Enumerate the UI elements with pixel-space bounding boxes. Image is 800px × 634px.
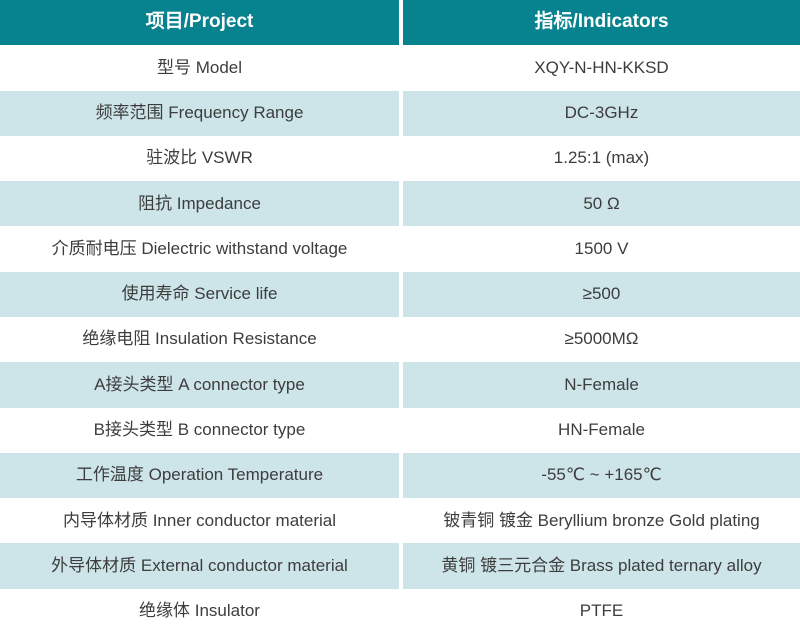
column-divider (399, 90, 403, 136)
table-row-external-conductor-material: 外导体材质 External conductor material 黄铜 镀三元… (0, 543, 800, 589)
row-value: 1500 V (403, 226, 800, 272)
table-row-service-life: 使用寿命 Service life ≥500 (0, 271, 800, 317)
header-indicators: 指标/Indicators (403, 0, 800, 46)
table-row-a-connector-type: A接头类型 A connector type N-Female (0, 362, 800, 408)
row-value: 黄铜 镀三元合金 Brass plated ternary alloy (403, 543, 800, 589)
table-header-row: 项目/Project 指标/Indicators (0, 0, 800, 46)
table-row-operation-temperature: 工作温度 Operation Temperature -55℃ ~ +165℃ (0, 452, 800, 499)
table-row-impedance: 阻抗 Impedance 50 Ω (0, 181, 800, 227)
row-value: XQY-N-HN-KKSD (403, 45, 800, 91)
row-label: 驻波比 VSWR (0, 135, 399, 182)
row-value: DC-3GHz (403, 90, 800, 136)
row-label: 绝缘电阻 Insulation Resistance (0, 316, 399, 363)
header-project: 项目/Project (0, 0, 399, 46)
row-value: PTFE (403, 588, 800, 634)
row-label: 绝缘体 Insulator (0, 588, 399, 634)
table-row-b-connector-type: B接头类型 B connector type HN-Female (0, 407, 800, 453)
row-value: -55℃ ~ +165℃ (403, 452, 800, 499)
row-label: 外导体材质 External conductor material (0, 543, 399, 589)
row-label: 型号 Model (0, 45, 399, 91)
row-value: 铍青铜 镀金 Beryllium bronze Gold plating (403, 498, 800, 544)
row-value: 50 Ω (403, 181, 800, 227)
row-label: A接头类型 A connector type (0, 362, 399, 408)
row-label: 阻抗 Impedance (0, 181, 399, 227)
column-divider (399, 45, 403, 91)
row-value: ≥500 (403, 271, 800, 317)
row-label: 工作温度 Operation Temperature (0, 452, 399, 499)
column-divider (399, 0, 403, 46)
row-label: 频率范围 Frequency Range (0, 90, 399, 136)
column-divider (399, 543, 403, 589)
table-row-insulator: 绝缘体 Insulator PTFE (0, 588, 800, 634)
table-row-frequency-range: 频率范围 Frequency Range DC-3GHz (0, 90, 800, 136)
table-row-dielectric-withstand-voltage: 介质耐电压 Dielectric withstand voltage 1500 … (0, 226, 800, 272)
column-divider (399, 407, 403, 453)
column-divider (399, 181, 403, 227)
column-divider (399, 271, 403, 317)
column-divider (399, 498, 403, 544)
column-divider (399, 135, 403, 182)
row-label: 使用寿命 Service life (0, 271, 399, 317)
column-divider (399, 226, 403, 272)
row-value: ≥5000MΩ (403, 316, 800, 363)
column-divider (399, 316, 403, 363)
column-divider (399, 588, 403, 634)
row-value: N-Female (403, 362, 800, 408)
table-row-vswr: 驻波比 VSWR 1.25:1 (max) (0, 135, 800, 182)
row-value: HN-Female (403, 407, 800, 453)
table-row-inner-conductor-material: 内导体材质 Inner conductor material 铍青铜 镀金 Be… (0, 498, 800, 544)
column-divider (399, 452, 403, 499)
row-label: 内导体材质 Inner conductor material (0, 498, 399, 544)
column-divider (399, 362, 403, 408)
row-label: 介质耐电压 Dielectric withstand voltage (0, 226, 399, 272)
table-row-insulation-resistance: 绝缘电阻 Insulation Resistance ≥5000MΩ (0, 316, 800, 363)
row-value: 1.25:1 (max) (403, 135, 800, 182)
row-label: B接头类型 B connector type (0, 407, 399, 453)
table-row-model: 型号 Model XQY-N-HN-KKSD (0, 45, 800, 91)
